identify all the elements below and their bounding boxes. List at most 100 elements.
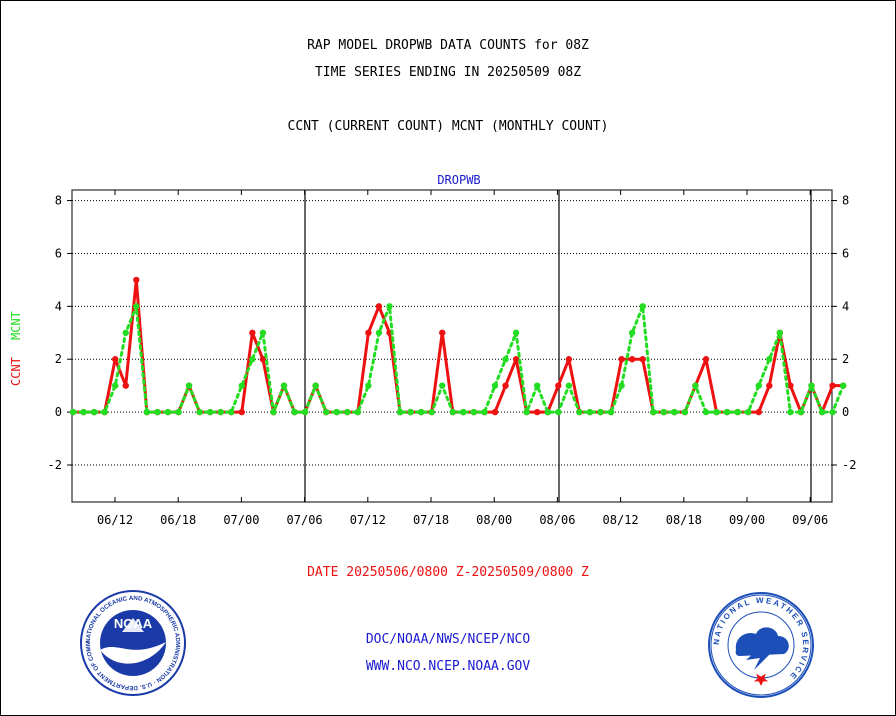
point-mcnt [755,382,762,389]
x-tick-label: 09/00 [729,513,765,527]
point-mcnt [122,329,129,336]
x-tick-label: 07/18 [413,513,449,527]
chart-title-line-1: RAP MODEL DROPWB DATA COUNTS for 08Z [307,38,589,53]
point-mcnt [133,303,140,310]
point-mcnt [660,408,667,416]
point-mcnt [671,408,678,416]
point-mcnt [291,408,298,416]
point-mcnt [301,408,309,416]
point-ccnt [766,382,773,389]
point-mcnt [386,303,393,310]
point-mcnt [344,408,351,416]
y-tick-label-right: 0 [842,405,849,419]
x-tick-label: 09/06 [792,513,828,527]
point-mcnt [797,408,805,416]
point-mcnt [787,408,794,416]
point-mcnt [460,408,467,416]
y-tick-label-left: 2 [55,352,62,366]
point-mcnt [502,356,509,363]
point-mcnt [101,408,108,416]
point-mcnt [829,408,836,416]
x-tick-label: 07/06 [287,513,323,527]
point-ccnt [555,382,562,389]
point-ccnt [534,408,541,416]
point-mcnt [164,408,172,416]
point-mcnt [628,329,636,336]
point-ccnt [628,356,636,363]
date-range: DATE 20250506/0800 Z-20250509/0800 Z [307,565,589,580]
y-tick-label-right: 2 [842,352,849,366]
point-mcnt [154,408,161,416]
x-tick-label: 07/00 [223,513,259,527]
point-mcnt [333,408,340,416]
point-mcnt [565,382,573,389]
y-tick-label-left: -2 [48,458,62,472]
point-mcnt [143,408,151,416]
series-line-ccnt [73,278,844,414]
y-tick-label-right: 4 [842,299,849,313]
point-mcnt [90,408,98,416]
y-tick-label-left: 6 [55,246,62,260]
point-mcnt [354,408,362,416]
point-ccnt [122,382,129,389]
x-tick-label: 06/12 [97,513,133,527]
y-axis-label-ccnt: CCNT [9,357,23,386]
x-tick-label: 06/18 [160,513,196,527]
point-mcnt [396,408,404,416]
point-mcnt [650,408,657,416]
point-mcnt [175,408,182,416]
point-ccnt [755,408,762,416]
point-mcnt [112,382,119,389]
point-ccnt [112,356,119,363]
plot-area [71,189,833,503]
point-mcnt [217,408,224,416]
point-ccnt [249,329,256,336]
point-ccnt [375,303,383,310]
point-mcnt [745,408,752,416]
point-mcnt [312,382,319,389]
point-mcnt [555,408,562,416]
point-mcnt [439,382,446,389]
point-mcnt [639,303,646,310]
point-mcnt [808,382,815,389]
point-mcnt [534,382,541,389]
point-mcnt [681,408,689,416]
point-mcnt [417,408,425,416]
point-mcnt [544,408,551,416]
x-tick-label: 07/12 [350,513,386,527]
chart-title-line-2: TIME SERIES ENDING IN 20250509 08Z [314,65,582,80]
point-mcnt [249,356,256,363]
point-mcnt [323,408,330,416]
point-ccnt [502,382,509,389]
point-mcnt [839,382,847,389]
point-ccnt [491,408,499,416]
point-mcnt [428,408,435,416]
point-ccnt [639,356,646,363]
nws-star-icon [753,673,769,686]
point-mcnt [259,329,267,336]
point-mcnt [270,408,277,416]
point-ccnt [259,356,267,363]
point-mcnt [702,408,710,416]
point-mcnt [449,408,456,416]
point-ccnt [565,356,573,363]
point-ccnt [238,408,245,416]
website-link[interactable]: WWW.NCO.NCEP.NOAA.GOV [365,659,531,674]
point-mcnt [206,408,214,416]
point-mcnt [618,382,625,389]
point-mcnt [576,408,583,416]
y-tick-label-left: 0 [55,405,62,419]
y-tick-label-right: 8 [842,194,849,208]
point-ccnt [829,382,836,389]
point-mcnt [734,408,741,416]
y-tick-label-right: 6 [842,246,849,260]
point-mcnt [586,408,594,416]
point-mcnt [365,382,372,389]
point-ccnt [365,329,372,336]
point-mcnt [481,408,488,416]
y-tick-label-left: 8 [55,194,62,208]
point-mcnt [491,382,499,389]
nws-logo: NATIONAL WEATHER SERVICE [708,592,814,698]
y-tick-label-right: -2 [842,458,856,472]
